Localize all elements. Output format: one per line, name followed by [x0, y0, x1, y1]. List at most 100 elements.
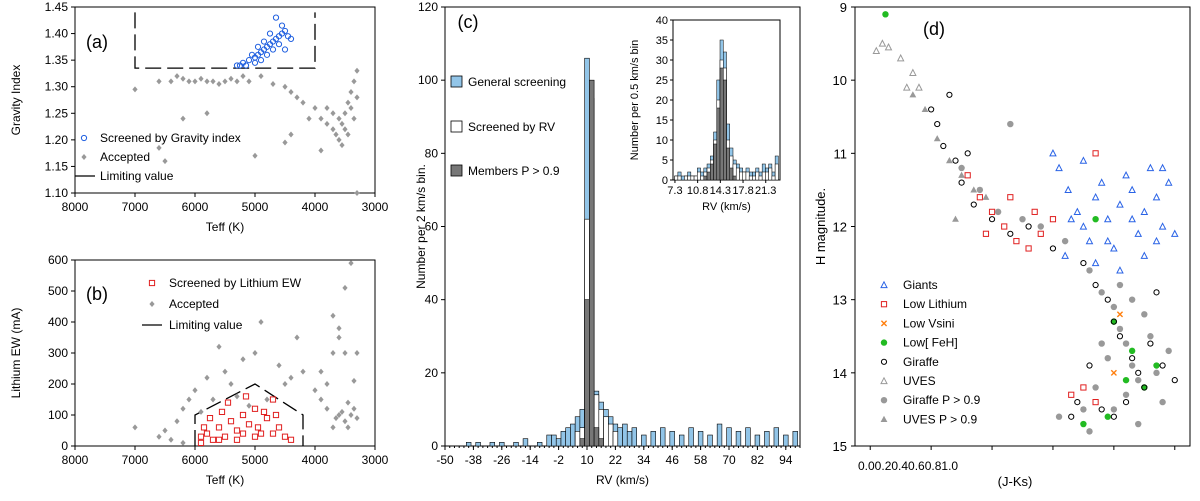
panel-b-legend-marker — [148, 279, 156, 287]
panel-a-accepted-point — [351, 78, 357, 85]
panel-d-point-giraffe-p-0-9 — [958, 164, 965, 172]
panel-a-accepted-point — [204, 78, 210, 85]
panel-b-accepted-point — [300, 368, 306, 375]
panel-b-screened-point — [254, 424, 262, 431]
panel-d-xtick-label: 0.00.20.40.60.81.0 — [858, 459, 958, 473]
panel-b-screened-point — [200, 424, 208, 431]
panel-b-screened-point — [251, 433, 259, 440]
panel-a-accepted-point — [288, 89, 294, 96]
panel-a-accepted-point — [330, 110, 336, 117]
panel-d-point-giraffe — [1153, 289, 1160, 296]
panel-b-xtick-label: 3000 — [362, 453, 389, 467]
panel-d-point-giraffe — [988, 216, 996, 223]
panel-c-xlabel: RV (km/s) — [596, 473, 649, 487]
panel-c-bar-general — [551, 434, 557, 447]
panel-b-xtick-label: 5000 — [242, 453, 269, 467]
panel-c-inset-bar-members — [703, 175, 708, 181]
panel-c-bar-general — [783, 434, 789, 447]
panel-b-legend-label: Limiting value — [169, 318, 243, 332]
panel-d-point-giants — [1061, 251, 1069, 259]
panel-d-point-giraffe — [1141, 384, 1148, 391]
panel-a-accepted-point — [330, 126, 336, 133]
panel-c-inset-ytick-label: 30 — [656, 55, 668, 67]
panel-a-accepted-point — [270, 81, 276, 88]
panel-c-xtick-label: 82 — [751, 453, 765, 467]
panel-d-point-low-feh- — [1080, 420, 1087, 428]
panel-a-ytick-label: 1.40 — [45, 27, 69, 41]
panel-b-accepted-point — [348, 260, 354, 267]
panel-a-accepted-point — [306, 115, 312, 122]
panel-c-bar-general — [678, 434, 685, 447]
panel-d-point-uves-p-0-9 — [933, 135, 941, 142]
panel-a-ytick-label: 1.45 — [45, 0, 69, 14]
panel-a-xtick-label: 8000 — [62, 200, 89, 214]
panel-d-point-low-lithium — [976, 194, 983, 201]
panel-a-xtick-label: 4000 — [302, 200, 329, 214]
panel-d-legend-label: Low Lithium — [903, 297, 967, 311]
panel-a-screened-point — [251, 59, 259, 66]
panel-c-inset-ytick-label: 0 — [662, 175, 668, 187]
panel-d-point-uves-p-0-9 — [958, 171, 965, 178]
panel-d-point-giants — [1103, 214, 1112, 223]
panel-c-bar-general — [475, 442, 481, 447]
panel-a-accepted-point — [333, 131, 339, 138]
panel-c-ytick-label: 60 — [425, 220, 439, 234]
panel-c-bar-general — [697, 431, 704, 447]
panel-c-inset-ytick-label: 25 — [656, 75, 668, 87]
panel-a-accepted-point — [174, 73, 180, 80]
panel-d-point-uves-p-0-9 — [909, 91, 917, 98]
panel-a-accepted-point — [312, 104, 318, 111]
panel-d-point-giraffe — [1074, 399, 1081, 406]
panel-d-point-low-lithium — [1031, 208, 1038, 215]
panel-b-accepted-point — [168, 436, 174, 443]
panel-b-accepted-point — [156, 433, 162, 440]
panel-b-accepted-point — [264, 396, 270, 403]
panel-d-point-giants — [1085, 236, 1094, 245]
panel-d-point-low-lithium — [1007, 194, 1014, 201]
panel-a-screened-point — [233, 62, 241, 69]
panel-d-point-low-feh- — [1122, 376, 1130, 384]
panel-c-inset-bar-screened — [693, 175, 698, 181]
panel-d-point-giraffe-p-0-9 — [1086, 267, 1093, 274]
panel-d-legend-marker — [880, 415, 888, 422]
panel-c-bar-screened — [607, 423, 614, 447]
panel-d-point-low-vsini — [1116, 311, 1124, 318]
panel-d-point-low-lithium — [1080, 384, 1087, 391]
panel-d-point-giants — [1079, 156, 1088, 164]
panel-d-point-giraffe-p-0-9 — [1080, 406, 1087, 413]
panel-d-point-low-lithium — [1013, 238, 1020, 245]
panel-d-point-giraffe-p-0-9 — [1128, 296, 1136, 303]
panel-d-point-giraffe-p-0-9 — [1122, 391, 1130, 398]
panel-a-screened-point — [257, 57, 265, 64]
panel-b-accepted-point — [180, 405, 186, 412]
panel-b-screened-point — [272, 411, 280, 419]
panel-a-accepted-point — [234, 78, 240, 85]
panel-c-bar-members — [593, 427, 600, 447]
panel-b-ytick-label: 600 — [48, 253, 68, 267]
panel-c-bar-members — [584, 299, 590, 447]
panel-d-point-giants — [1116, 200, 1124, 208]
panel-b-screened-point — [257, 430, 265, 437]
panel-b-accepted-point — [333, 415, 339, 422]
panel-a-accepted-point — [351, 115, 357, 122]
panel-b-accepted-point — [222, 368, 228, 375]
panel-c-ylabel: Number per 2 km/s bin. — [414, 164, 428, 289]
panel-c-bar-general — [773, 427, 780, 447]
panel-c-bar-general — [669, 431, 675, 447]
panel-b-screened-point — [221, 433, 229, 440]
panel-d-point-low-feh- — [1153, 362, 1160, 369]
panel-d-point-giraffe — [928, 106, 935, 113]
panel-a-accepted-point — [354, 67, 360, 74]
panel-a-xtick-label: 5000 — [242, 200, 269, 214]
panel-c-ytick-label: 120 — [418, 0, 438, 14]
panel-c-bar-general — [522, 438, 529, 447]
panel-d-point-giants — [1091, 192, 1100, 201]
panel-c-bar-general — [560, 431, 567, 447]
panel-b-screened-point — [263, 415, 271, 422]
panel-c-xtick-label: 22 — [609, 453, 623, 467]
panel-d-point-low-lithium — [1001, 223, 1008, 230]
panel-c-inset-ytick-label: 10 — [656, 135, 668, 147]
panel-d-legend-marker — [880, 397, 888, 404]
panel-d-point-low-feh- — [1128, 347, 1136, 355]
panel-d-point-giraffe-p-0-9 — [976, 186, 984, 194]
